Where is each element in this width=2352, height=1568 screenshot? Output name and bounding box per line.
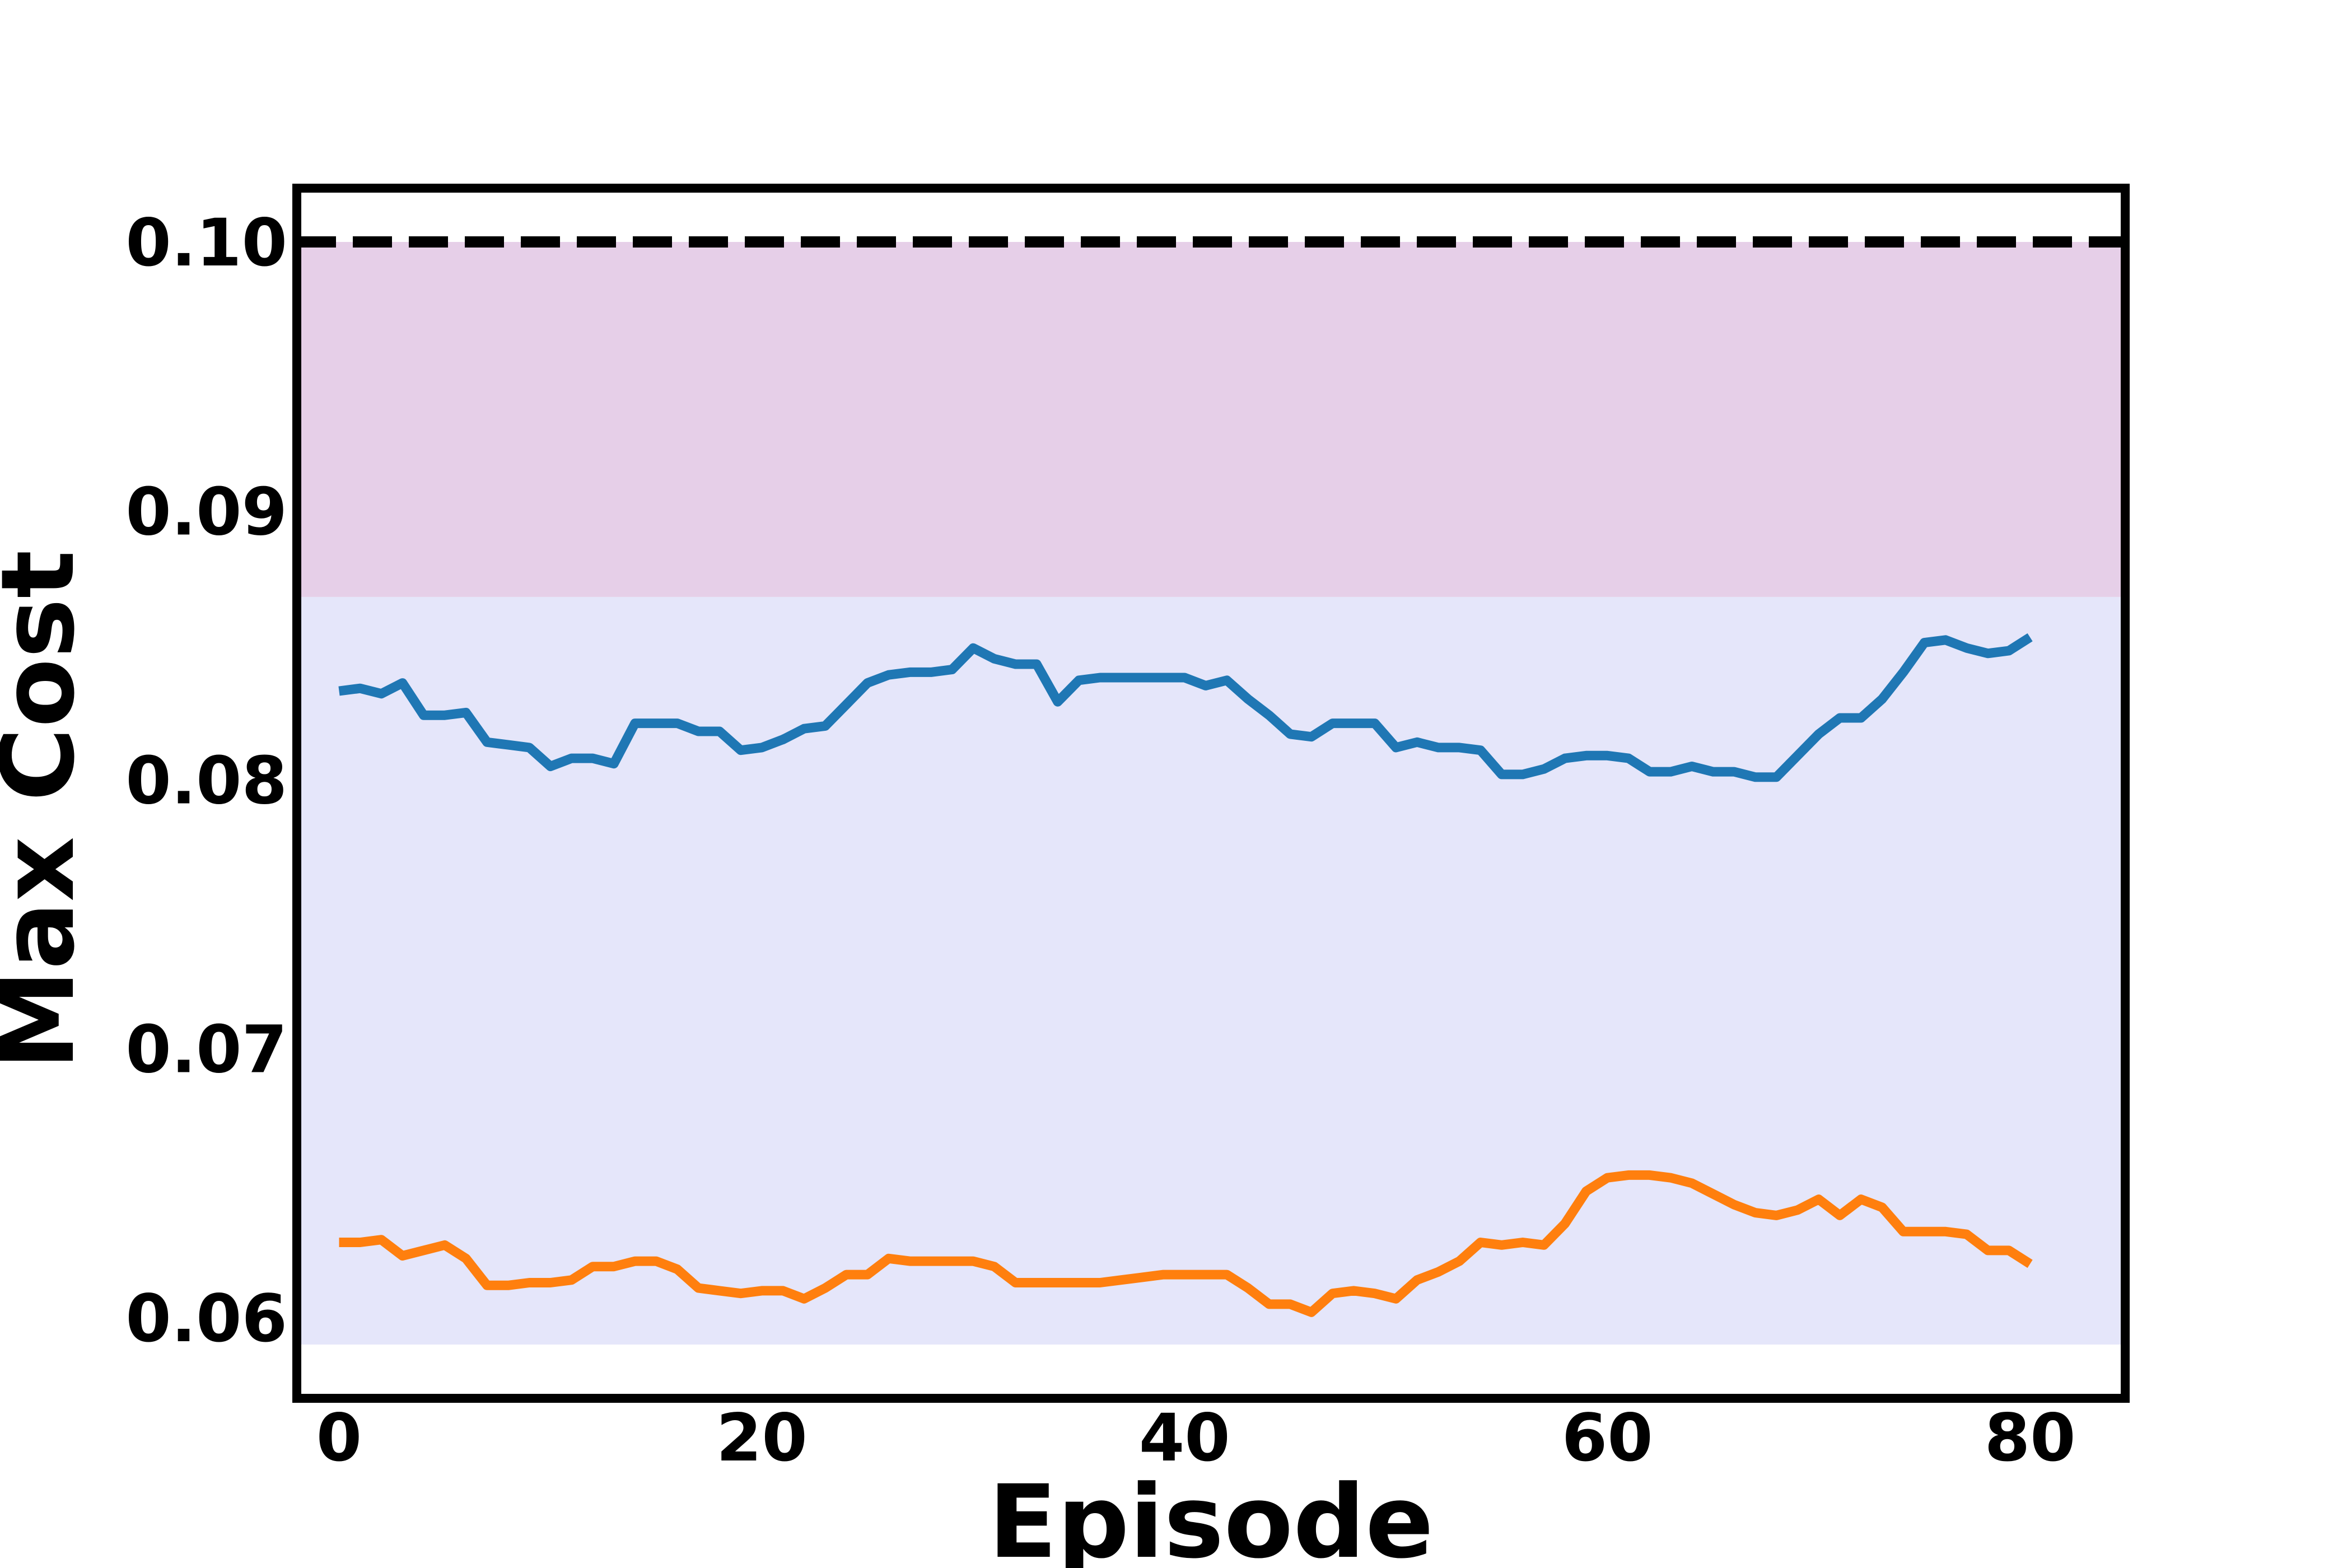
x-axis-label: Episode bbox=[988, 1464, 1434, 1568]
y-axis-label: Max Cost bbox=[0, 550, 97, 1070]
y-tick-label: 0.09 bbox=[125, 473, 287, 550]
y-tick-label: 0.08 bbox=[125, 742, 287, 819]
y-axis-ticks: 0.06 0.07 0.08 0.09 0.10 bbox=[125, 204, 287, 1357]
x-tick-label: 0 bbox=[316, 1399, 362, 1476]
background-bands bbox=[297, 242, 2125, 1345]
series-line-0 bbox=[338, 633, 2033, 782]
band-0 bbox=[297, 596, 2125, 1345]
series-line-1 bbox=[339, 1170, 2033, 1317]
x-tick-label: 60 bbox=[1562, 1399, 1653, 1476]
x-tick-label: 80 bbox=[1985, 1399, 2076, 1476]
x-axis-ticks: 0 20 40 60 80 bbox=[316, 1399, 2076, 1476]
x-tick-label: 40 bbox=[1139, 1399, 1230, 1476]
x-tick-label: 20 bbox=[716, 1399, 808, 1476]
y-tick-label: 0.06 bbox=[125, 1280, 287, 1357]
series-lines bbox=[338, 633, 2033, 1317]
y-tick-label: 0.10 bbox=[125, 204, 287, 281]
plot-frame bbox=[292, 184, 2130, 1403]
y-tick-label: 0.07 bbox=[125, 1011, 287, 1088]
band-1 bbox=[297, 242, 2125, 597]
